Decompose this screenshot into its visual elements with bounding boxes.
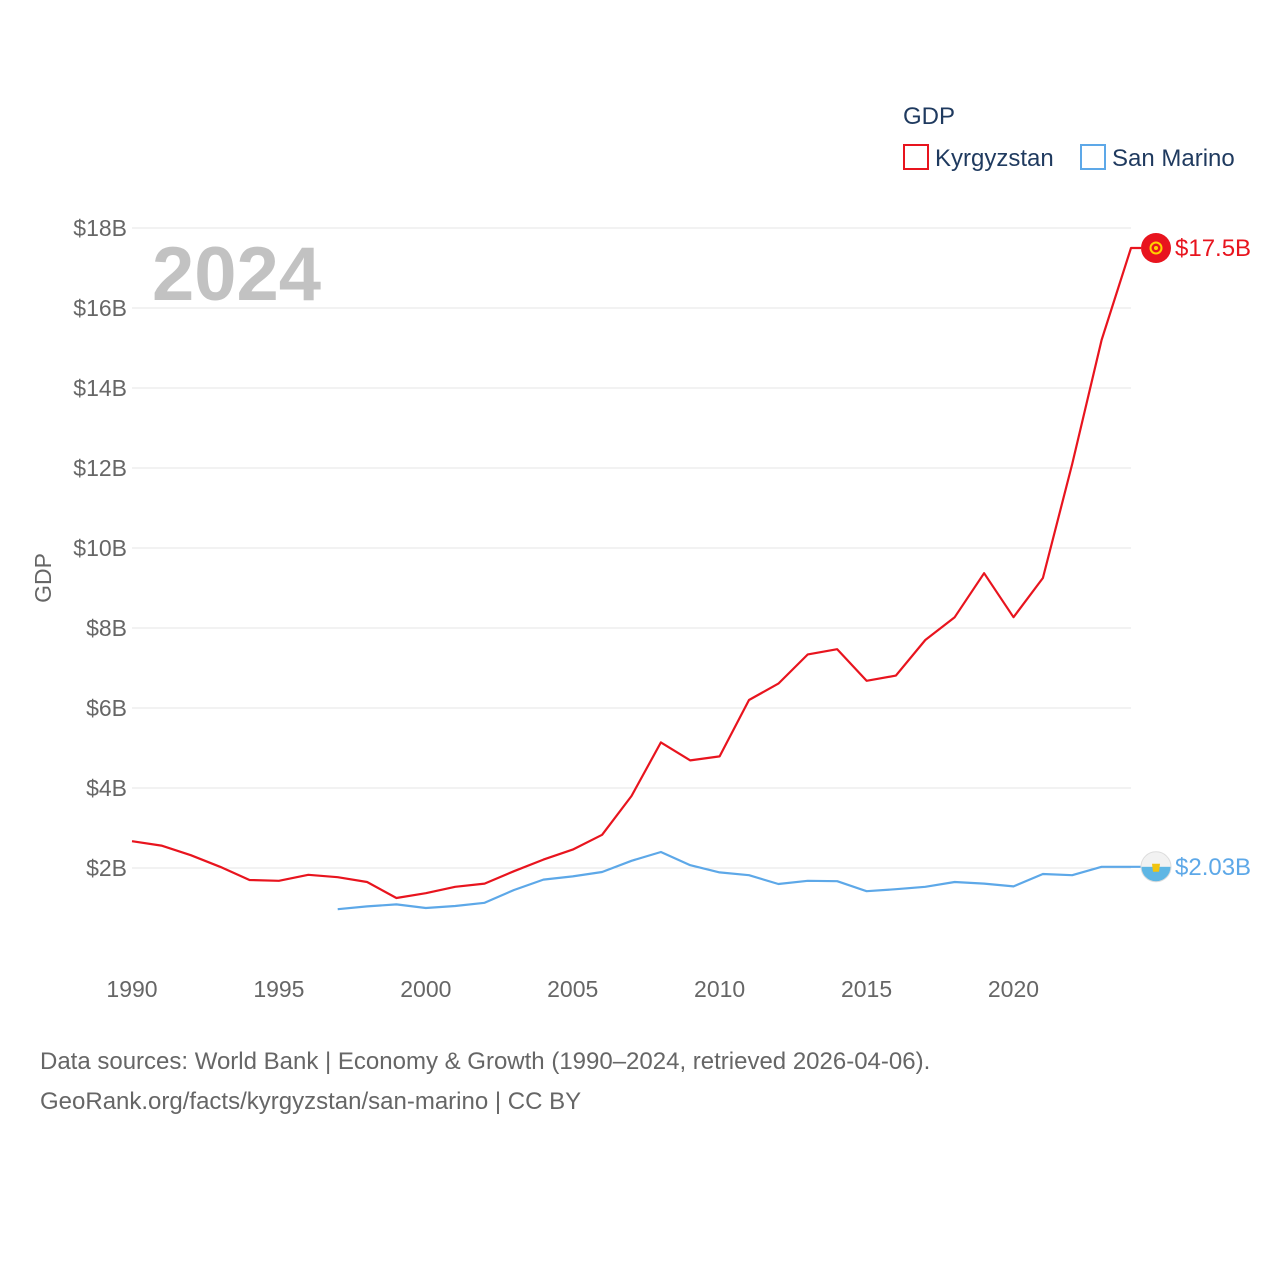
x-tick-label: 1990 [106,976,157,1002]
series-line-kyrgyzstan [131,246,1141,900]
gridlines [132,227,1131,869]
legend-label-kyrgyzstan: Kyrgyzstan [935,145,1054,172]
x-tick-label: 2015 [841,976,892,1002]
y-tick-label: $16B [73,295,127,321]
x-tick-label: 2000 [400,976,451,1002]
kyrgyzstan-flag-icon [1141,233,1171,263]
y-tick-label: $10B [73,535,127,561]
source-line-1: Data sources: World Bank | Economy & Gro… [40,1048,931,1075]
legend-swatch-san-marino [1080,144,1106,170]
legend-item-kyrgyzstan[interactable]: Kyrgyzstan [903,144,1054,172]
x-tick-label: 2020 [988,976,1039,1002]
legend-swatch-kyrgyzstan [903,144,929,170]
san-marino-end-value: $2.03B [1175,854,1251,881]
x-axis-ticks: 1990 1995 2000 2005 2010 2015 2020 [106,976,1039,1002]
source-note: Data sources: World Bank | Economy & Gro… [40,1042,930,1122]
san-marino-flag-icon [1140,851,1172,883]
x-tick-label: 2005 [547,976,598,1002]
y-axis-ticks: $2B $4B $6B $8B $10B $12B $14B $16B $18B [73,215,127,881]
y-tick-label: $4B [86,775,127,801]
gdp-line-chart: $2B$4B$6B$8B$10B$12B$14B$16B$18B 1990 199… [30,103,1251,1002]
y-tick-label: $14B [73,375,127,401]
y-tick-label: $18B [73,215,127,241]
x-tick-label: 1995 [253,976,304,1002]
series-lines [131,246,1141,911]
y-tick-label: $12B [73,455,127,481]
source-url-link[interactable]: GeoRank.org/facts/kyrgyzstan/san-marino … [40,1088,582,1115]
legend: GDP Kyrgyzstan San Marino [903,103,1235,172]
x-tick-label: 2010 [694,976,745,1002]
legend-label-san-marino: San Marino [1112,145,1235,172]
y-tick-label: $6B [86,695,127,721]
legend-title: GDP [903,103,955,130]
current-year-label: 2024 [152,232,321,317]
y-tick-label: $2B [86,855,127,881]
y-axis-title: GDP [30,553,56,603]
kyrgyzstan-end-value: $17.5B [1175,235,1251,262]
legend-item-san-marino[interactable]: San Marino [1080,144,1235,172]
y-tick-label: $8B [86,615,127,641]
series-line-san-marino [337,850,1141,911]
